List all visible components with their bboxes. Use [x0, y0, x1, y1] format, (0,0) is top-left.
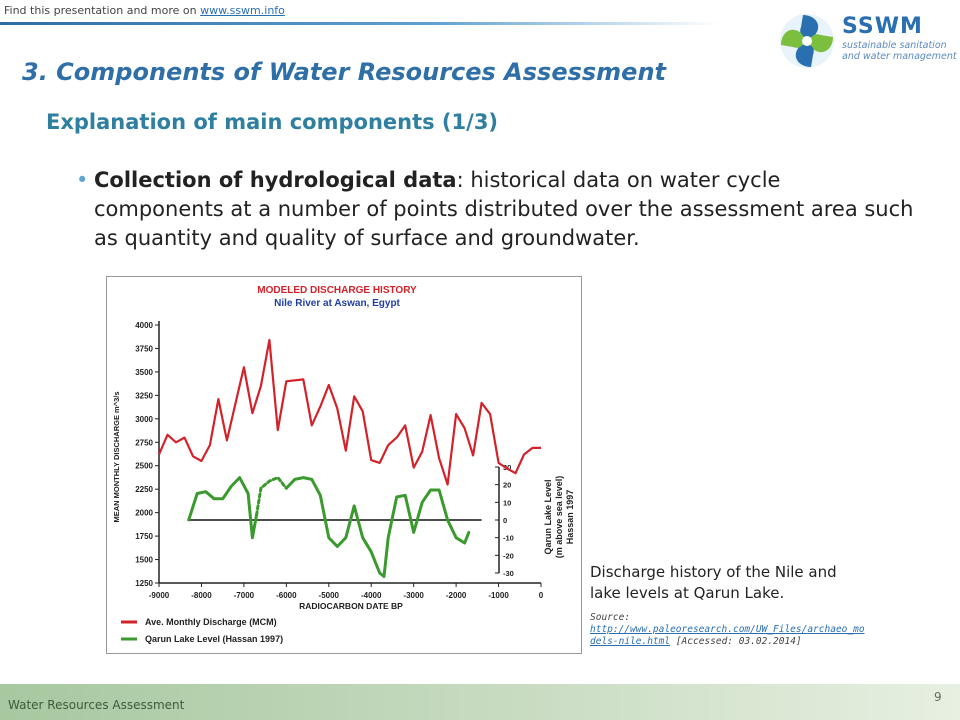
- x-tick-label: -2000: [446, 591, 467, 600]
- top-divider: [0, 22, 720, 25]
- y2-tick-label: -30: [503, 569, 514, 578]
- y-tick-label: 3500: [135, 368, 153, 377]
- discharge-series-line: [157, 338, 541, 486]
- y-tick-label: 2750: [135, 438, 153, 447]
- footer-text: Water Resources Assessment: [8, 698, 185, 712]
- chart-legend: Ave. Monthly Discharge (MCM) Qarun Lake …: [121, 617, 283, 644]
- bullet-item: • Collection of hydrological data: histo…: [76, 166, 916, 253]
- source-citation: Source: http://www.paleoresearch.com/UW_…: [590, 612, 870, 648]
- y-tick-label: 3750: [135, 344, 153, 353]
- y-tick-label: 3250: [135, 391, 153, 400]
- bullet-text: Collection of hydrological data: histori…: [76, 166, 916, 253]
- x-tick-label: -3000: [403, 591, 424, 600]
- y2-axis-label-2: (m above sea level): [554, 476, 564, 559]
- x-tick-label: -5000: [319, 591, 340, 600]
- bullet-description: : historical data on water cycle compone…: [94, 168, 914, 250]
- legend-label-lake: Qarun Lake Level (Hassan 1997): [145, 634, 283, 644]
- y-tick-label: 3000: [135, 415, 153, 424]
- x-tick-label: -1000: [488, 591, 509, 600]
- y2-tick-label: -10: [503, 534, 514, 543]
- x-axis-label: RADIOCARBON DATE BP: [299, 601, 403, 611]
- y2-tick-label: 20: [503, 481, 511, 490]
- sswm-link[interactable]: www.sswm.info: [200, 4, 285, 17]
- y2-tick-label: 0: [503, 516, 507, 525]
- y2-tick-label: -20: [503, 551, 514, 560]
- x-tick-label: 0: [539, 591, 544, 600]
- logo-subtitle-line-2: and water management: [842, 51, 957, 62]
- y2-axis-label-1: Qarun Lake Level: [543, 479, 553, 554]
- logo-subtitle-line-1: sustainable sanitation: [842, 40, 947, 51]
- y-tick-label: 1750: [135, 532, 153, 541]
- sswm-logo-icon: [780, 14, 834, 68]
- lake-series-dashed-segment: [255, 476, 288, 517]
- discharge-chart-svg: MODELED DISCHARGE HISTORY Nile River at …: [112, 285, 575, 644]
- footer-bar: [0, 684, 960, 720]
- y2-tick-label: 10: [503, 498, 511, 507]
- legend-label-discharge: Ave. Monthly Discharge (MCM): [145, 617, 277, 627]
- x-tick-label: -7000: [234, 591, 255, 600]
- lake-series-line: [187, 476, 259, 540]
- top-note: Find this presentation and more on www.s…: [4, 4, 285, 17]
- y-tick-label: 2500: [135, 462, 153, 471]
- source-label: Source:: [590, 612, 631, 623]
- discharge-chart: MODELED DISCHARGE HISTORY Nile River at …: [106, 276, 582, 654]
- y-tick-label: 4000: [135, 321, 153, 330]
- logo-subtitle: sustainable sanitation and water managem…: [842, 40, 960, 62]
- y2-axis-label-3: Hassan 1997: [565, 490, 575, 545]
- x-tick-label: -8000: [191, 591, 212, 600]
- bullet-bold-term: Collection of hydrological data: [94, 168, 457, 192]
- source-accessed: [Accessed: 03.02.2014]: [675, 636, 802, 647]
- chart-subtitle: Nile River at Aswan, Egypt: [274, 298, 400, 309]
- chart-title: MODELED DISCHARGE HISTORY: [257, 285, 417, 296]
- y-tick-label: 2250: [135, 485, 153, 494]
- source-link[interactable]: http://www.paleoresearch.com/UW_Files/ar…: [590, 624, 865, 647]
- y-tick-label: 2000: [135, 509, 153, 518]
- slide-subtitle: Explanation of main components (1/3): [46, 110, 499, 134]
- y-tick-label: 1500: [135, 556, 153, 565]
- lake-series-line: [284, 476, 471, 578]
- logo-title: SSWM: [842, 14, 923, 39]
- page-number: 9: [934, 690, 942, 704]
- x-tick-label: -4000: [361, 591, 382, 600]
- x-tick-label: -9000: [149, 591, 170, 600]
- section-title: 3. Components of Water Resources Assessm…: [22, 58, 667, 86]
- top-note-prefix: Find this presentation and more on: [4, 4, 197, 17]
- y-tick-label: 1250: [135, 579, 153, 588]
- y-axis-label: MEAN MONTHLY DISCHARGE m^3/s: [112, 391, 121, 522]
- x-tick-label: -6000: [276, 591, 297, 600]
- bullet-dot-icon: •: [76, 168, 89, 192]
- chart-caption: Discharge history of the Nile and lake l…: [590, 563, 837, 602]
